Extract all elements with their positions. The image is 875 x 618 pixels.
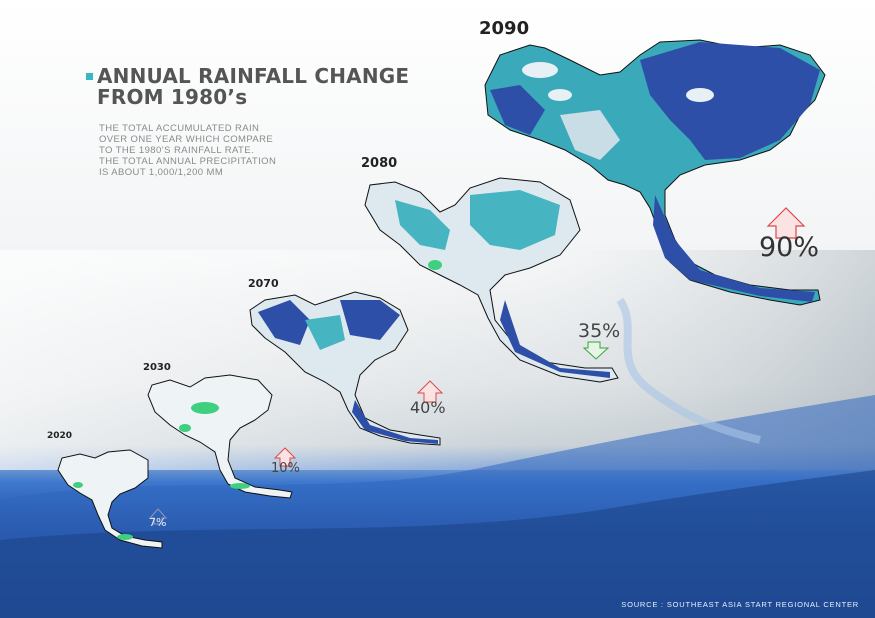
change-2090: 90% [759,232,820,263]
arrow-2030-up [273,447,297,467]
title-block: ANNUAL RAINFALL CHANGE FROM 1980’s [86,66,409,108]
title-line-1: ANNUAL RAINFALL CHANGE [97,64,410,88]
map-2080 [364,177,619,383]
description-line: THE TOTAL ANNUAL PRECIPITATION [99,156,277,167]
title-bullet-icon [86,73,93,80]
year-label-2020: 2020 [47,431,73,441]
change-2080: 35% [578,320,621,342]
description-line: OVER ONE YEAR WHICH COMPARE [99,134,274,145]
year-label-2090: 2090 [479,18,530,39]
change-2070: 40% [410,398,446,417]
arrow-2020-up [148,508,168,525]
source-credit: SOURCE : SOUTHEAST ASIA START REGIONAL C… [621,600,859,609]
description-line: TO THE 1980’S RAINFALL RATE. [99,145,254,156]
year-label-2070: 2070 [248,277,279,290]
map-2030 [147,374,293,499]
year-label-2030: 2030 [143,362,171,373]
change-2020: 7% [149,516,167,529]
title-line-2: FROM 1980’s [97,85,248,109]
map-2090 [484,39,826,306]
arrow-2090-up [766,207,806,239]
map-2020 [57,449,163,549]
arrow-2080-down [582,341,610,360]
map-2070 [249,291,441,446]
year-label-2080: 2080 [361,156,398,171]
arrow-2070-up [416,380,444,403]
description-line: THE TOTAL ACCUMULATED RAIN [99,123,260,134]
description: THE TOTAL ACCUMULATED RAIN OVER ONE YEAR… [99,123,339,178]
change-2030: 10% [271,461,300,476]
description-line: IS ABOUT 1,000/1,200 MM [99,167,224,178]
